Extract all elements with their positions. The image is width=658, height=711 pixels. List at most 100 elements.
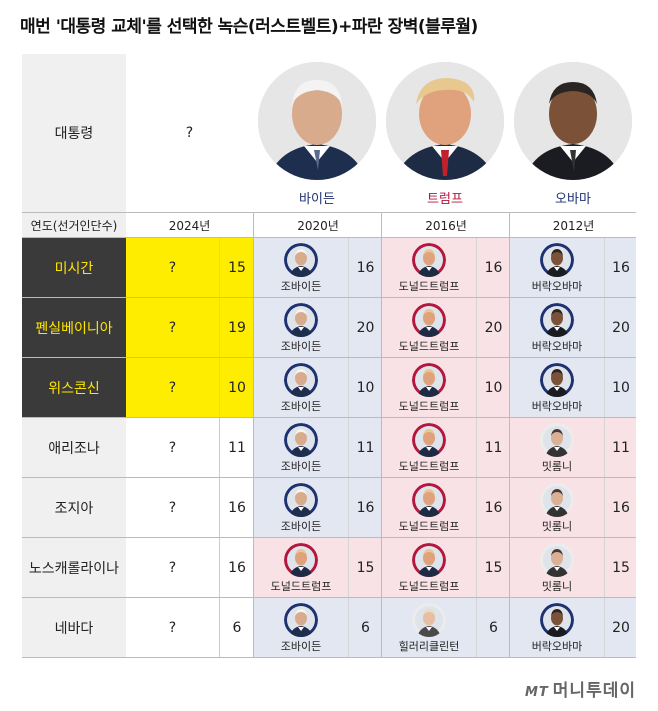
- electors-2024: 16: [219, 538, 254, 597]
- candidate-name: 도널드트럼프: [398, 580, 460, 593]
- state-name: 네바다: [22, 598, 126, 657]
- electors-2020: 11: [348, 418, 382, 477]
- result-2020: 조바이든 16: [253, 238, 381, 297]
- electors-2012: 20: [604, 598, 637, 657]
- candidate-photo-icon: [412, 603, 446, 637]
- result-2020: 조바이든 16: [253, 478, 381, 537]
- year-2020: 2020년: [253, 213, 382, 237]
- result-2024-question: ?: [168, 439, 177, 456]
- page-title: 매번 '대통령 교체'를 선택한 녹슨(러스트벨트)+파란 장벽(블루월): [20, 17, 478, 37]
- result-2016: 도널드트럼프 15: [381, 538, 509, 597]
- result-2024-question: ?: [126, 298, 219, 357]
- candidate-name: 조바이든: [280, 280, 322, 293]
- electors-2012: 16: [604, 238, 637, 297]
- state-name: 미시간: [22, 238, 126, 297]
- electors-2024: 16: [219, 478, 254, 537]
- result-2020: 조바이든 11: [253, 418, 381, 477]
- candidate-photo-icon: [412, 483, 446, 517]
- candidate-photo-icon: [284, 363, 318, 397]
- year-2016: 2016년: [381, 213, 510, 237]
- electors-2012: 11: [604, 418, 637, 477]
- candidate-name: 조바이든: [280, 340, 322, 353]
- electors-2016: 10: [476, 358, 510, 417]
- electors-2024: 19: [219, 298, 254, 357]
- year-row: 연도(선거인단수) 2024년 2020년 2016년 2012년: [22, 212, 636, 238]
- result-2024-question: ?: [168, 619, 177, 636]
- result-2016: 힐러리클린턴 6: [381, 598, 509, 657]
- logo-text: 머니투데이: [552, 681, 636, 701]
- state-name: 조지아: [22, 478, 126, 537]
- table-row: 애리조나? 11 조바이든 11 도널드트럼프 11 밋롬니 11: [22, 418, 636, 478]
- electors-2016: 20: [476, 298, 510, 357]
- candidate-name: 밋롬니: [541, 580, 573, 593]
- candidate-photo-icon: [284, 543, 318, 577]
- mt-logo: MT 머니투데이: [525, 676, 636, 701]
- candidate-photo-icon: [412, 363, 446, 397]
- candidate-name: 도널드트럼프: [270, 580, 332, 593]
- result-2020: 조바이든 20: [253, 298, 381, 357]
- year-2012: 2012년: [509, 213, 637, 237]
- result-2016: 도널드트럼프 20: [381, 298, 509, 357]
- result-2024-question: ?: [126, 238, 219, 297]
- result-2012: 버락오바마 20: [509, 298, 636, 357]
- header-row: 대통령 ? 바이든: [22, 54, 636, 212]
- electors-2020: 16: [348, 478, 382, 537]
- electors-2016: 6: [476, 598, 510, 657]
- electors-2012: 10: [604, 358, 637, 417]
- election-table: 대통령 ? 바이든: [22, 54, 636, 658]
- candidate-name: 버락오바마: [531, 280, 583, 293]
- electors-2020: 20: [348, 298, 382, 357]
- candidate-name: 도널드트럼프: [398, 520, 460, 533]
- table-row: 네바다? 6 조바이든 6 힐러리클린턴 6 버락오바마 20: [22, 598, 636, 658]
- candidate-name: 힐러리클린턴: [398, 640, 460, 653]
- state-name: 펜실베이니아: [22, 298, 126, 357]
- electors-2020: 6: [348, 598, 382, 657]
- result-2012: 버락오바마 10: [509, 358, 636, 417]
- year-row-label: 연도(선거인단수): [22, 213, 126, 237]
- result-2016: 도널드트럼프 10: [381, 358, 509, 417]
- result-2012: 밋롬니 15: [509, 538, 636, 597]
- result-2016: 도널드트럼프 11: [381, 418, 509, 477]
- state-name: 위스콘신: [22, 358, 126, 417]
- president-name-trump: 트럼프: [427, 192, 463, 207]
- candidate-name: 도널드트럼프: [398, 280, 460, 293]
- candidate-photo-icon: [540, 303, 574, 337]
- result-2024-question: ?: [126, 358, 219, 417]
- result-2012: 밋롬니 16: [509, 478, 636, 537]
- candidate-name: 도널드트럼프: [398, 400, 460, 413]
- result-2012: 밋롬니 11: [509, 418, 636, 477]
- candidate-name: 조바이든: [280, 400, 322, 413]
- table-row: 미시간? 15 조바이든 16 도널드트럼프 16 버락오바마 16: [22, 238, 636, 298]
- electors-2024: 6: [219, 598, 254, 657]
- candidate-name: 도널드트럼프: [398, 460, 460, 473]
- biden-portrait: [258, 62, 376, 180]
- candidate-name: 버락오바마: [531, 340, 583, 353]
- table-row: 펜실베이니아? 19 조바이든 20 도널드트럼프 20 버락오바마 20: [22, 298, 636, 358]
- candidate-name: 조바이든: [280, 520, 322, 533]
- table-row: 위스콘신? 10 조바이든 10 도널드트럼프 10 버락오바마 10: [22, 358, 636, 418]
- result-2020: 도널드트럼프 15: [253, 538, 381, 597]
- electors-2012: 20: [604, 298, 637, 357]
- president-name-biden: 바이든: [299, 192, 335, 207]
- electors-2012: 15: [604, 538, 637, 597]
- electors-2016: 16: [476, 478, 510, 537]
- electors-2024: 10: [219, 358, 254, 417]
- candidate-photo-icon: [412, 303, 446, 337]
- electors-2016: 16: [476, 238, 510, 297]
- candidate-photo-icon: [284, 423, 318, 457]
- candidate-name: 밋롬니: [541, 460, 573, 473]
- electors-2024: 15: [219, 238, 254, 297]
- state-name: 애리조나: [22, 418, 126, 477]
- candidate-photo-icon: [540, 243, 574, 277]
- obama-portrait: [514, 62, 632, 180]
- candidate-name: 조바이든: [280, 460, 322, 473]
- electors-2020: 15: [348, 538, 382, 597]
- candidate-photo-icon: [540, 543, 574, 577]
- candidate-name: 조바이든: [280, 640, 322, 653]
- electors-2024: 11: [219, 418, 254, 477]
- candidate-name: 버락오바마: [531, 400, 583, 413]
- candidate-photo-icon: [284, 483, 318, 517]
- candidate-photo-icon: [412, 243, 446, 277]
- candidate-photo-icon: [412, 543, 446, 577]
- result-2020: 조바이든 6: [253, 598, 381, 657]
